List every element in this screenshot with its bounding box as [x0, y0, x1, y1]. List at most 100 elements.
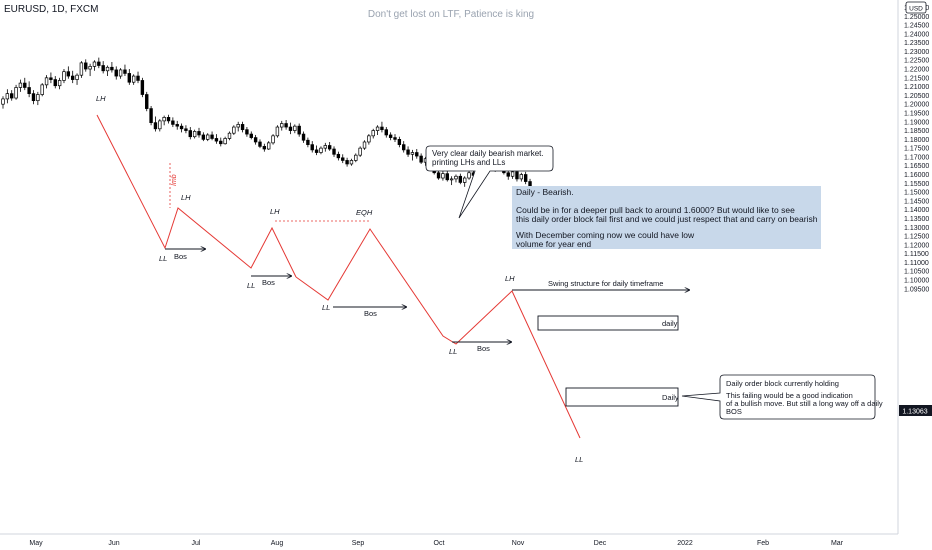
price-tick-label: 1.22500 [904, 58, 929, 65]
callout-order-block[interactable]: Daily order block currently holding This… [681, 374, 883, 420]
currency-badge: USD [905, 1, 927, 14]
price-tick-label: 1.09500 [904, 286, 929, 293]
price-tick-label: 1.14500 [904, 198, 929, 205]
callout-market-line-2: printing LHs and LLs [432, 158, 505, 167]
candle-bullish [280, 123, 284, 128]
note-daily-bearish[interactable]: Daily - Bearish. Could be in for a deepe… [512, 186, 821, 249]
candle-bearish [397, 139, 402, 145]
candle-bearish [458, 175, 463, 183]
swing-label-ll-5: LL [575, 455, 583, 464]
price-tick-label: 1.18500 [904, 128, 929, 135]
candle-bearish [262, 146, 267, 150]
candle-bullish [441, 173, 445, 179]
candle-bullish [75, 74, 79, 80]
candle-bullish [236, 124, 240, 128]
bos-label-1: Bos [174, 252, 187, 261]
candle-bullish [232, 126, 236, 134]
candle-bearish [179, 125, 184, 130]
candle-bullish [275, 126, 280, 137]
time-tick-label: 2022 [677, 540, 693, 547]
candle-bullish [162, 117, 166, 122]
candle-bearish [201, 134, 206, 140]
candle-bullish [18, 82, 23, 88]
time-axis[interactable]: May Jun Jul Aug Sep Oct Nov Dec 2022 Feb Mar [29, 540, 843, 547]
candle-bullish [5, 93, 10, 100]
watermark-text: Don't get lost on LTF, Patience is king [368, 9, 534, 20]
price-tick-label: 1.18000 [904, 137, 929, 144]
candle-bearish [384, 129, 388, 136]
candle-bearish [288, 126, 293, 131]
candle-bullish [271, 135, 275, 144]
candle-bearish [388, 134, 393, 138]
candle-bullish [79, 62, 84, 76]
svg-text:USD: USD [909, 6, 923, 13]
swing-label-eqh: EQH [356, 208, 373, 217]
time-tick-label: Aug [271, 540, 284, 547]
order-block-daily-1[interactable]: daily [537, 315, 679, 331]
symbol-title: EURUSD, 1D, FXCM [4, 4, 98, 15]
price-tick-label: 1.17000 [904, 154, 929, 161]
candle-bullish [158, 120, 162, 130]
bos-label-3: Bos [364, 309, 377, 318]
candle-bearish [110, 66, 114, 71]
candle-bearish [249, 133, 253, 138]
swing-label-lh-3: LH [270, 207, 280, 216]
candle-bearish [145, 94, 149, 109]
candle-bearish [49, 77, 53, 80]
candle-bearish [253, 137, 258, 143]
candle-bearish [114, 69, 118, 77]
candle-bullish [349, 160, 354, 165]
candle-bearish [127, 73, 132, 83]
candle-bearish [297, 125, 301, 135]
callout-bearish-market[interactable]: Very clear daily bearish market. printin… [425, 145, 554, 219]
note-background [512, 186, 821, 249]
candle-bearish [140, 80, 145, 95]
candle-bullish [462, 177, 467, 183]
price-tick-label: 1.17500 [904, 146, 929, 153]
candle-bearish [506, 172, 510, 177]
candle-bearish [175, 124, 179, 127]
price-tick-label: 1.13000 [904, 225, 929, 232]
candle-bearish [66, 71, 71, 77]
candle-bullish [1, 98, 5, 105]
time-tick-label: Mar [831, 540, 844, 547]
candle-bullish [14, 87, 18, 99]
candle-bearish [27, 87, 31, 94]
candle-bullish [371, 130, 375, 137]
price-axis[interactable]: 1.255001.250001.245001.240001.235001.230… [904, 5, 929, 293]
candle-bearish [210, 134, 214, 139]
candle-bearish [284, 123, 288, 128]
candle-bearish [188, 130, 192, 138]
bos-label-2: Bos [262, 278, 275, 287]
price-tick-label: 1.21000 [904, 84, 929, 91]
candle-bearish [327, 145, 332, 150]
candle-bearish [136, 75, 140, 81]
candle-bearish [184, 128, 188, 131]
candle-bearish [240, 124, 245, 131]
price-tick-label: 1.20500 [904, 93, 929, 100]
current-price-marker: 1.13063 [899, 405, 932, 416]
candle-bullish [36, 94, 40, 102]
swing-label-ll-1: LL [159, 254, 167, 263]
candle-bearish [336, 153, 341, 159]
candle-bearish [402, 144, 406, 151]
candle-bearish [515, 171, 519, 180]
price-tick-label: 1.23500 [904, 40, 929, 47]
candle-bearish [332, 148, 336, 155]
note-line-4: this daily order block fail first and we… [516, 214, 818, 224]
candle-bearish [314, 149, 319, 153]
candle-bullish [266, 142, 271, 150]
price-tick-label: 1.15000 [904, 190, 929, 197]
candle-bullish [354, 154, 358, 161]
time-tick-label: May [29, 540, 43, 547]
price-tick-label: 1.20000 [904, 102, 929, 109]
order-block-label-2: Daily [662, 393, 679, 402]
order-block-daily-2[interactable]: Daily [565, 387, 679, 407]
price-tick-label: 1.14000 [904, 207, 929, 214]
candle-bearish [70, 75, 75, 80]
bos-arrows [165, 249, 689, 342]
candle-bearish [436, 172, 441, 179]
candle-bullish [57, 80, 62, 87]
imb-label: Imb [171, 174, 178, 186]
price-tick-label: 1.25000 [904, 14, 929, 21]
